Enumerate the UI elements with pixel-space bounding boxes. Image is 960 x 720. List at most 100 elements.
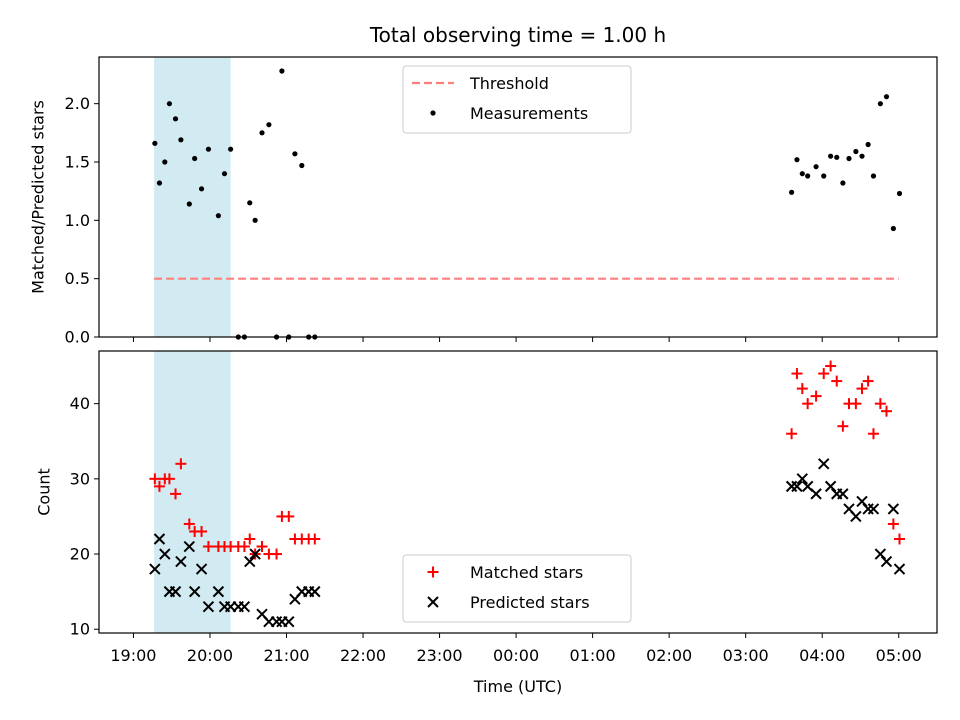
predicted-star-point [791,480,803,493]
x-tick-label: 03:00 [723,646,769,665]
ratio-y-axis-label: Matched/Predicted stars [29,100,48,294]
measurement-point [828,153,834,159]
legend-label: Matched stars [470,563,583,582]
measurement-point [266,122,272,128]
matched-star-point [163,473,175,485]
predicted-star-point [837,488,849,500]
predicted-star-point [183,540,196,553]
count-panel: 10 20 30 40 19:00 20:00 21:00 22:00 23:00 00:00 0… [35,350,938,696]
matched-star-point [810,390,822,402]
measurement-point [865,141,871,148]
x-tick-label: 01:00 [570,646,616,665]
predicted-star-point [867,503,880,515]
measurement-point [299,162,305,169]
predicted-star-point [249,548,261,560]
matched-star-point [238,541,250,553]
matched-star-point [183,518,195,530]
predicted-star-point [202,600,215,613]
count-plot-frame [98,350,938,634]
matched-star-point [818,368,830,380]
predicted-star-point [880,555,893,568]
y-tick-label: 1.0 [65,211,90,230]
legend-box [402,65,632,134]
measurement-point [805,173,811,179]
legend-label: Threshold [469,74,549,93]
y-tick-label: 40 [70,394,90,413]
matched-star-point [256,541,268,553]
matched-star-point [153,480,165,492]
matched-star-point [202,541,214,553]
measurement-point [221,171,228,177]
matched-star-point [786,428,798,440]
x-tick-label: 02:00 [646,646,692,665]
measurement-point [162,159,168,165]
predicted-star-point [785,480,798,493]
count-y-axis-label: Count [35,468,54,516]
matched-star-point [887,518,899,530]
measurement-point [870,173,877,179]
predicted-star-point [212,585,225,598]
ratio-data-layer [152,68,903,340]
legend-label: Predicted stars [470,593,590,612]
ratio-y-axis: 0.0 0.5 1.0 1.5 2.0 [65,94,99,347]
ratio-x-ticks [132,337,900,342]
matched-star-point [170,488,182,500]
matched-star-point [283,510,295,522]
count-data-layer [149,360,906,628]
predicted-star-point [153,533,166,545]
matched-star-point [791,368,803,380]
predicted-star-point [244,555,256,568]
measurement-point [172,116,179,122]
legend-predicted-swatch [427,596,439,608]
predicted-star-point [175,555,187,568]
y-tick-label: 1.5 [65,153,90,172]
measurement-point [877,101,883,107]
x-tick-label: 22:00 [340,646,386,665]
measurement-point [259,130,265,136]
measurement-point [821,173,827,179]
y-tick-label: 0.0 [65,328,90,347]
measurement-point [215,213,221,219]
measurement-point [279,68,285,74]
predicted-star-point [270,616,283,628]
matched-star-point [831,375,843,387]
predicted-star-point [283,616,295,628]
chart-title: Total observing time = 1.00 h [369,23,666,47]
x-tick-label: 04:00 [799,646,845,665]
predicted-star-point [169,585,182,598]
matched-star-point [867,428,879,440]
predicted-star-point [195,563,208,575]
matched-star-point [802,398,814,410]
matched-star-point [271,548,283,560]
x-tick-label: 21:00 [263,646,309,665]
legend-label: Measurements [470,104,588,123]
y-tick-label: 0.5 [65,269,90,288]
observing-window-span [154,351,231,633]
matched-star-point [856,383,868,395]
predicted-star-point [862,503,874,515]
measurement-point [813,164,819,170]
ratio-plot-frame [98,56,938,338]
x-tick-label: 20:00 [187,646,233,665]
matched-star-point [796,383,808,395]
predicted-star-point [796,473,809,485]
measurement-point [788,189,795,195]
predicted-star-point [149,563,161,575]
measurement-point [834,154,840,160]
measurement-point [156,180,163,186]
predicted-star-point [850,510,862,523]
ratio-legend: Threshold Measurements [402,65,632,134]
predicted-star-point [810,488,822,500]
y-tick-label: 30 [70,469,90,488]
matched-star-point [880,405,892,417]
measurement-point [198,186,205,192]
predicted-star-point [893,563,906,575]
observing-window-span [154,57,231,337]
matched-star-point [850,398,862,410]
x-axis: 19:00 20:00 21:00 22:00 23:00 00:00 01:00 02:00… [110,633,922,665]
measurement-point [252,217,258,223]
legend-matched-swatch [427,566,439,578]
y-tick-label: 2.0 [65,94,90,113]
legend-measurement-swatch [430,110,436,116]
